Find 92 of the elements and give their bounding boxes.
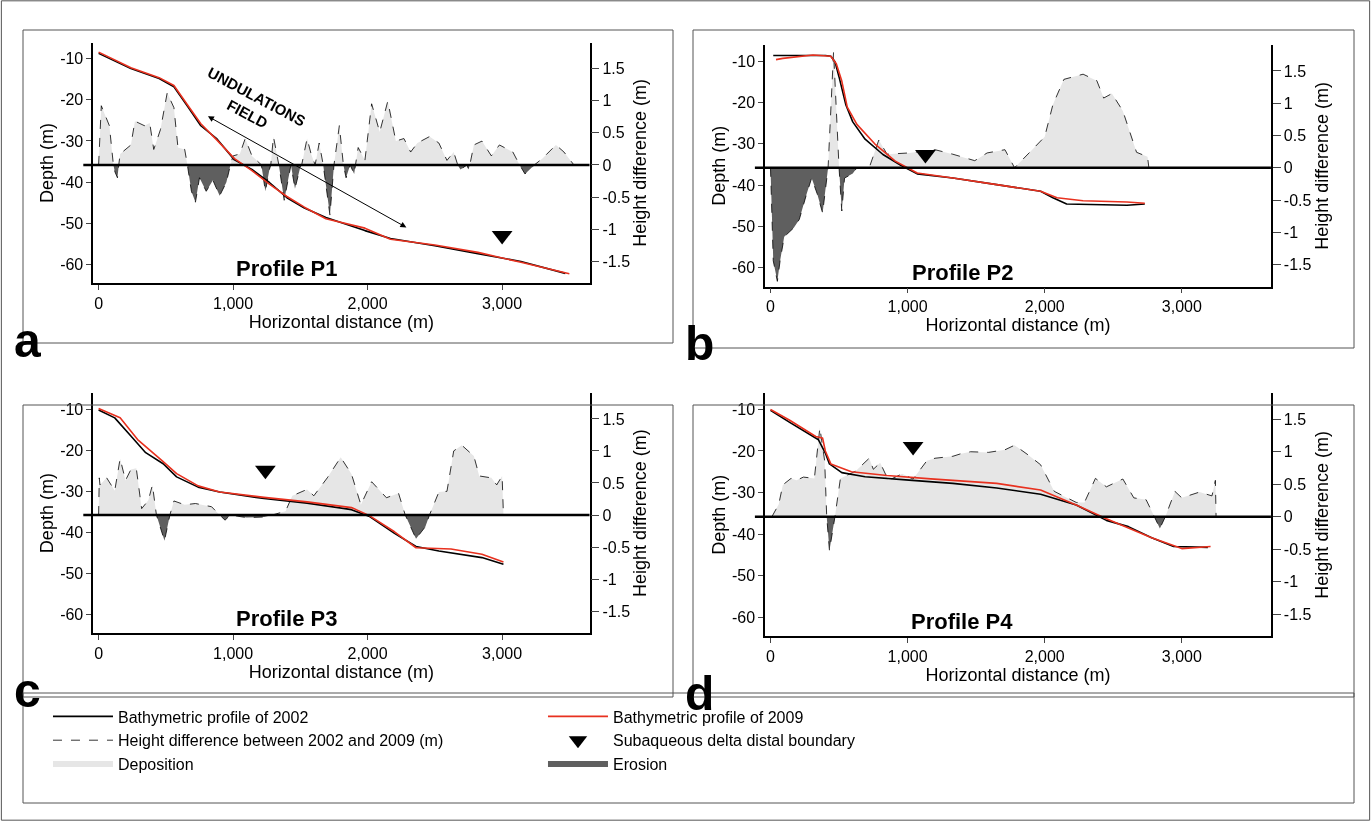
text: a: [14, 314, 41, 367]
y-tick-label: -30: [731, 135, 756, 153]
y2-tick-label: 0: [1283, 159, 1293, 177]
y2-tick-label: -1.5: [602, 602, 631, 620]
y2-axis-title: Height difference (m): [630, 79, 651, 247]
y2-tick-label: 0.5: [602, 124, 625, 142]
text: c: [14, 664, 41, 717]
y-tick-label: -40: [731, 525, 756, 543]
x-axis-title: Horizontal distance (m): [925, 665, 1111, 686]
y2-tick-label: -1.5: [1283, 605, 1312, 623]
y2-tick-label: 0: [602, 506, 612, 524]
y-tick-label: -60: [60, 605, 84, 623]
y-tick-label: -60: [60, 255, 84, 273]
text: Profile P2: [912, 260, 1014, 285]
text: b: [685, 317, 715, 370]
y-tick-label: -20: [60, 441, 84, 459]
y2-axis-title: Height difference (m): [630, 429, 651, 597]
y2-tick-label: -0.5: [1283, 191, 1312, 209]
y-tick-label: -20: [60, 91, 84, 109]
legend-label: Erosion: [612, 756, 668, 774]
y2-tick-label: 0.5: [1283, 475, 1307, 493]
x-tick-label: 3,000: [1161, 648, 1202, 666]
x-tick-label: 0: [766, 298, 776, 316]
y2-tick-label: 1: [602, 442, 612, 460]
y-tick-label: -10: [731, 401, 756, 419]
y2-tick-label: 1.5: [1283, 410, 1307, 428]
y2-tick-label: -1: [602, 570, 617, 588]
y2-tick-label: 1: [1283, 94, 1293, 112]
y2-tick-label: -0.5: [602, 538, 631, 556]
legend-label: Deposition: [117, 756, 194, 774]
text: Profile P1: [236, 256, 338, 281]
x-tick-label: 3,000: [482, 295, 523, 313]
y-axis-title: Depth (m): [36, 122, 57, 203]
y-tick-label: -60: [731, 259, 756, 277]
y-tick-label: -40: [60, 523, 84, 541]
x-tick-label: 1,000: [887, 648, 928, 666]
x-tick-label: 0: [766, 648, 776, 666]
x-tick-label: 0: [94, 644, 104, 662]
x-tick-label: 3,000: [1161, 298, 1202, 316]
x-axis-title: Horizontal distance (m): [248, 661, 434, 682]
x-tick-label: 2,000: [1024, 648, 1065, 666]
y-tick-label: -30: [60, 482, 84, 500]
y2-tick-label: -1.5: [1283, 256, 1312, 274]
x-tick-label: 2,000: [1024, 298, 1065, 316]
y-tick-label: -50: [60, 214, 84, 232]
x-tick-label: 2,000: [347, 644, 388, 662]
x-tick-label: 1,000: [213, 644, 254, 662]
x-axis-title: Horizontal distance (m): [925, 315, 1111, 336]
legend-label: Height difference between 2002 and 2009 (m): [117, 732, 444, 750]
y2-tick-label: -1.5: [602, 252, 631, 270]
y-tick-label: -10: [731, 52, 756, 70]
x-tick-label: 1,000: [887, 298, 928, 316]
y-tick-label: -30: [60, 132, 84, 150]
y-tick-label: -40: [60, 173, 84, 191]
y2-tick-label: -0.5: [602, 188, 631, 206]
y-tick-label: -10: [60, 50, 84, 68]
legend-label: Bathymetric profile of 2002: [117, 708, 309, 726]
x-tick-label: 1,000: [213, 295, 254, 313]
x-tick-label: 0: [94, 295, 104, 313]
y2-tick-label: 1.5: [1283, 62, 1307, 80]
y-tick-label: -60: [731, 608, 756, 626]
y2-tick-label: 0.5: [602, 474, 625, 492]
y2-tick-label: 1: [602, 92, 612, 110]
x-tick-label: 2,000: [347, 295, 388, 313]
x-tick-label: 3,000: [482, 644, 523, 662]
text: Profile P3: [236, 606, 338, 631]
y-tick-label: -20: [731, 442, 756, 460]
y-axis-title: Depth (m): [36, 473, 57, 554]
y2-tick-label: 1.5: [602, 60, 625, 78]
y2-tick-label: -1: [1283, 573, 1299, 591]
y-tick-label: -40: [731, 176, 756, 194]
y-tick-label: -20: [731, 94, 756, 112]
y2-axis-title: Height difference (m): [1311, 81, 1332, 250]
legend-label: Subaqueous delta distal boundary: [612, 732, 855, 750]
y2-tick-label: -1: [1283, 223, 1299, 241]
y-axis-title: Depth (m): [708, 125, 729, 206]
y2-tick-label: 1: [1283, 443, 1293, 461]
y2-tick-label: 1.5: [602, 410, 625, 428]
y-tick-label: -50: [731, 567, 756, 585]
y2-tick-label: -1: [602, 220, 617, 238]
y2-tick-label: -0.5: [1283, 540, 1312, 558]
text: Profile P4: [911, 609, 1014, 634]
y2-tick-label: 0: [1283, 508, 1293, 526]
y2-tick-label: 0.5: [1283, 127, 1307, 145]
y-axis-title: Depth (m): [708, 474, 729, 555]
x-axis-title: Horizontal distance (m): [248, 312, 434, 333]
y-tick-label: -30: [731, 484, 756, 502]
y-tick-label: -50: [731, 217, 756, 235]
y2-tick-label: 0: [602, 156, 612, 174]
y-tick-label: -50: [60, 564, 84, 582]
y2-axis-title: Height difference (m): [1311, 430, 1332, 599]
y-tick-label: -10: [60, 400, 84, 418]
